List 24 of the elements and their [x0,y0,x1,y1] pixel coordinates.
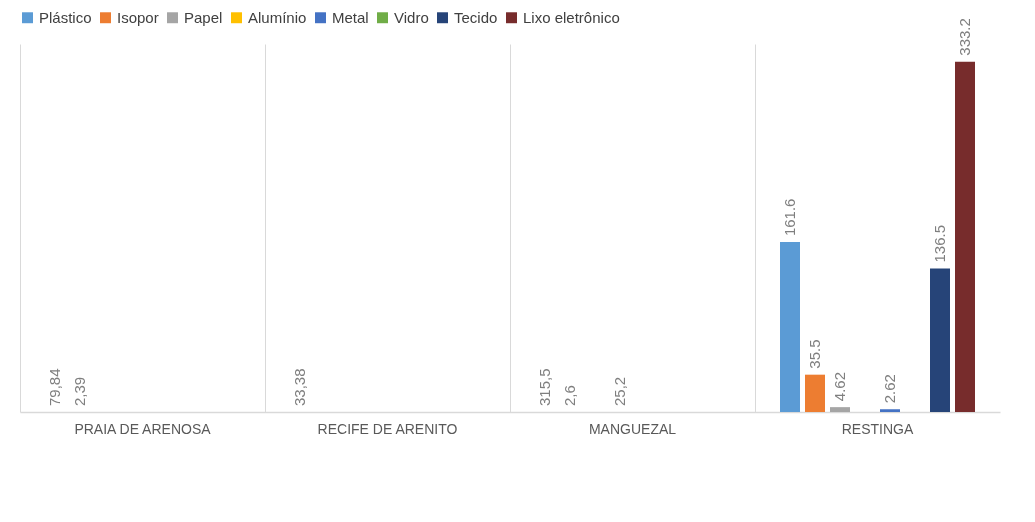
data-label: 4.62 [831,371,848,402]
text: 315,5 [536,368,553,406]
data-label: 136.5 [931,224,948,263]
x-tick-label: RESTINGA [841,420,914,437]
data-label: 333.2 [956,18,973,56]
legend-label: Plástico [39,8,92,26]
text: 2,39 [71,376,88,406]
text: 25,2 [611,376,628,406]
legend-label: Tecido [454,8,498,26]
x-tick-label: MANGUEZAL [588,420,677,437]
legend-label: Vidro [394,8,429,26]
legend-label: Isopor [117,8,159,26]
legend-label: Papel [184,8,223,26]
x-tick-label: PRAIA DE ARENOSA [74,420,212,437]
data-label: 2.62 [881,374,898,404]
data-label: 35.5 [806,339,823,369]
text: 2,6 [561,385,578,406]
legend-label: Alumínio [248,8,307,26]
data-label: 161.6 [781,198,798,237]
legend-label: Metal [332,8,369,26]
text: 33,38 [291,368,308,406]
text: 79,84 [46,368,63,406]
x-tick-label: RECIFE DE ARENITO [317,420,458,437]
legend-label: Lixo eletrônico [523,8,620,26]
